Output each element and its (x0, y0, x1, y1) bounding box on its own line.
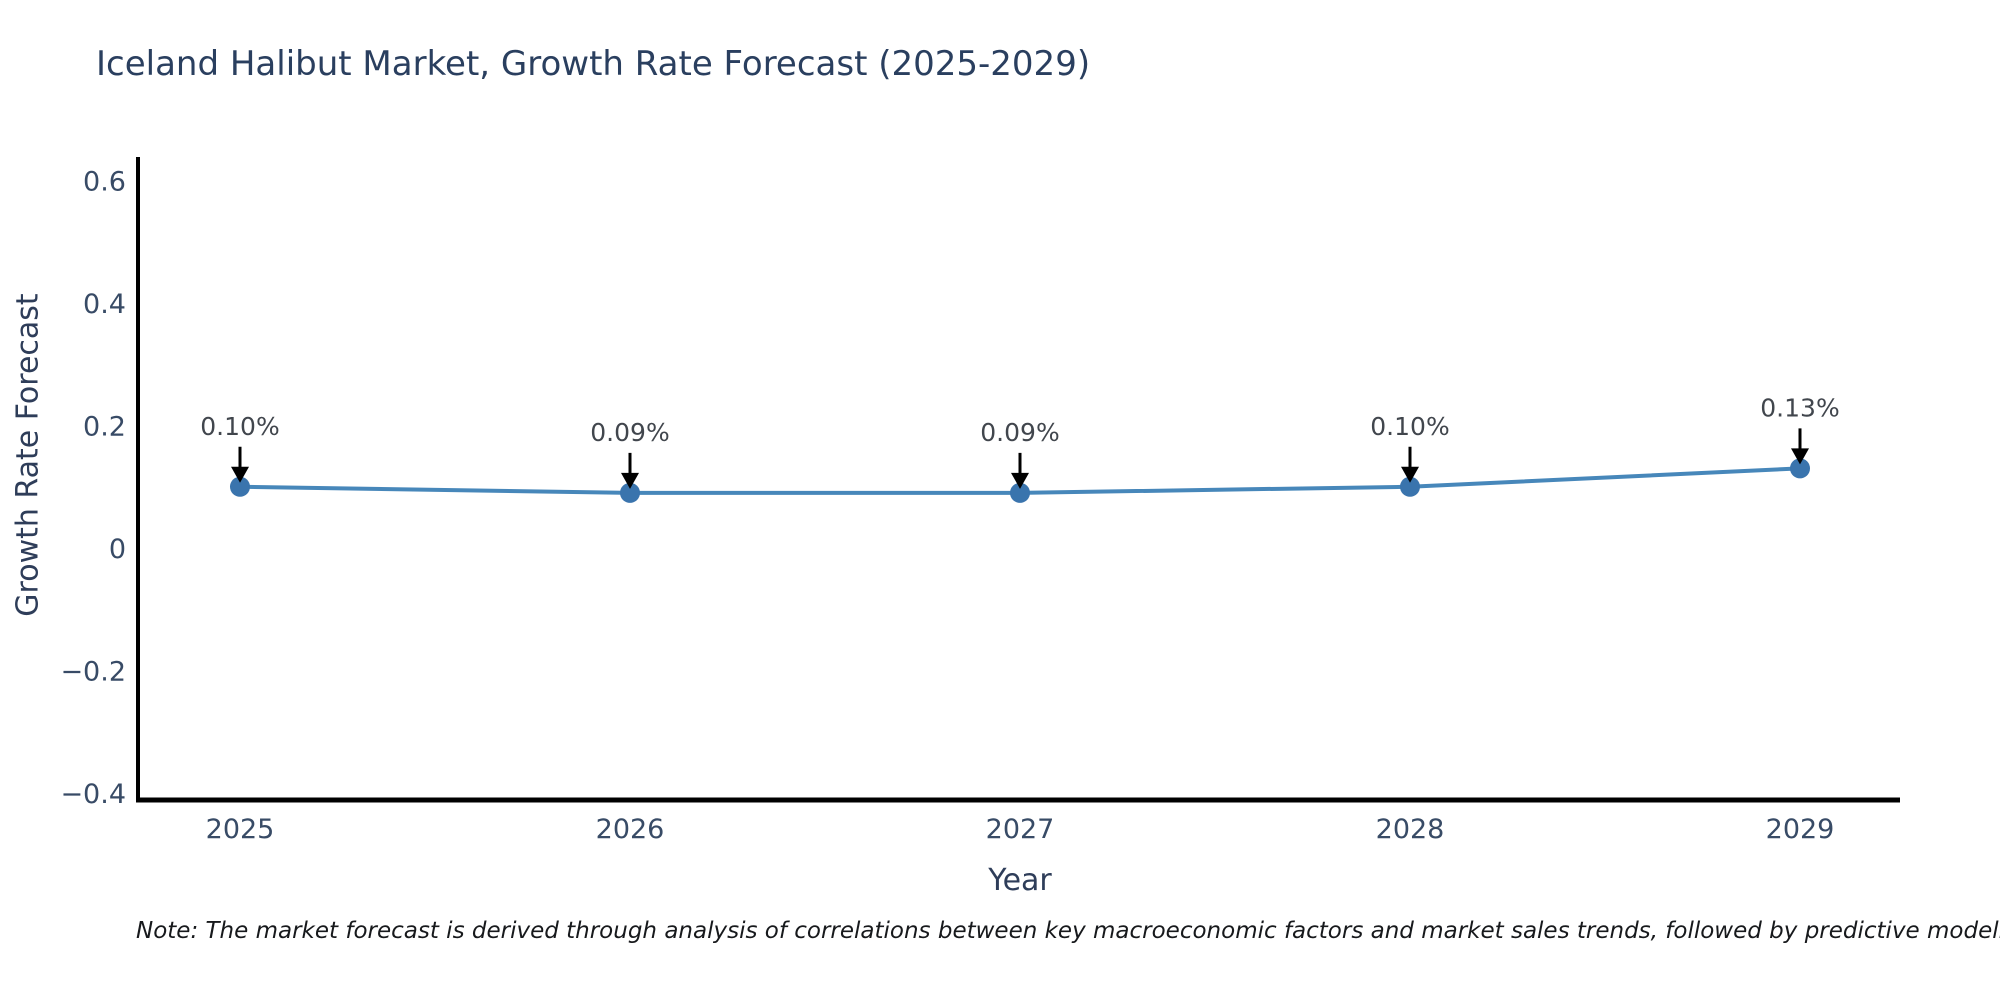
point-value-label: 0.09% (980, 418, 1059, 447)
annotation-arrow-head (231, 466, 249, 483)
x-axis-title: Year (987, 863, 1052, 898)
annotation-arrow-head (621, 472, 639, 489)
x-tick-label: 2028 (1376, 814, 1445, 845)
point-value-label: 0.10% (200, 412, 279, 441)
series-layer (230, 458, 1810, 503)
x-tick-label: 2026 (596, 814, 665, 845)
y-tick-label: 0.6 (83, 167, 126, 198)
axes-layer: 0.6 0.4 0.2 0 −0.2 −0.4 2025 2026 2027 2028 2029 (60, 157, 1900, 845)
y-tick-label: 0 (109, 534, 126, 565)
x-tick-label: 2025 (206, 814, 275, 845)
point-value-label: 0.13% (1760, 393, 1839, 422)
y-tick-label: 0.2 (83, 412, 126, 443)
x-tick-label: 2029 (1766, 814, 1835, 845)
annotation-arrow-head (1011, 472, 1029, 489)
annotation-arrow-head (1791, 448, 1809, 465)
y-tick-label: −0.4 (60, 779, 126, 810)
chart-title: Iceland Halibut Market, Growth Rate Fore… (96, 44, 1090, 84)
y-axis-title: Growth Rate Forecast (11, 293, 46, 617)
point-value-label: 0.10% (1370, 412, 1449, 441)
data-point-marker (1400, 476, 1420, 497)
data-point-marker (1790, 458, 1810, 479)
data-point-marker (1010, 482, 1030, 503)
annotation-arrow-head (1401, 466, 1419, 483)
point-value-label: 0.09% (590, 418, 669, 447)
y-tick-label: 0.4 (83, 289, 126, 320)
data-point-marker (230, 476, 250, 497)
y-tick-label: −0.2 (60, 657, 126, 688)
footnote: Note: The market forecast is derived thr… (136, 918, 2000, 944)
data-point-marker (620, 482, 640, 503)
x-tick-label: 2027 (986, 814, 1055, 845)
annotation-layer: 0.10% 0.09% 0.09% 0.10% 0.13% (200, 393, 1840, 489)
